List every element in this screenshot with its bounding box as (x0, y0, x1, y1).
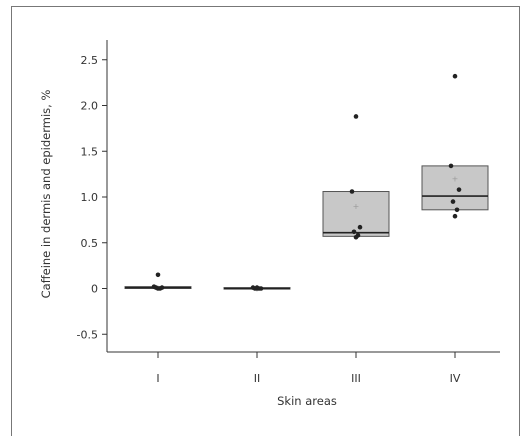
data-point (155, 272, 161, 278)
x-tick-label: I (156, 372, 159, 385)
y-axis-title: Caffeine in dermis and epidermis, % (39, 90, 53, 299)
y-tick-label: -0.5 (77, 328, 98, 341)
data-point (351, 229, 357, 235)
points-I (151, 272, 165, 291)
y-tick-label: 2.0 (81, 100, 99, 113)
box (421, 165, 489, 211)
data-point (353, 114, 359, 119)
y-tick-label: 2.5 (81, 54, 99, 67)
points-IV (448, 73, 462, 219)
plot-area: ++++ (124, 73, 489, 294)
y-tick-label: 1.5 (81, 145, 99, 158)
data-point (349, 189, 355, 194)
y-tick-label: 0 (91, 283, 98, 296)
x-axis-title: Skin areas (277, 394, 337, 408)
x-tick-label: IV (450, 372, 461, 385)
data-point (254, 286, 260, 291)
box-group-III: + (322, 191, 390, 237)
x-tick-label: III (351, 372, 361, 385)
data-point (448, 163, 454, 169)
x-tick-label: II (254, 372, 261, 385)
y-axis-ticks: -0.5 0 0.5 1.0 1.5 2.0 2.5 (77, 54, 107, 341)
data-point (452, 73, 458, 79)
data-point (357, 224, 363, 230)
data-point (456, 187, 462, 192)
box (322, 191, 390, 237)
data-point (155, 286, 161, 291)
points-III (349, 114, 363, 240)
figure-frame (11, 6, 520, 436)
data-point (454, 207, 460, 213)
data-point (353, 234, 359, 240)
mean-marker: + (452, 175, 459, 184)
data-point (450, 199, 456, 204)
data-point (452, 213, 458, 219)
y-tick-label: 0.5 (81, 237, 99, 250)
points-II (250, 285, 264, 291)
y-tick-label: 1.0 (81, 191, 99, 204)
mean-marker: + (353, 202, 360, 211)
box-group-IV: + (421, 165, 489, 211)
x-axis-ticks: I II III IV (156, 352, 461, 385)
